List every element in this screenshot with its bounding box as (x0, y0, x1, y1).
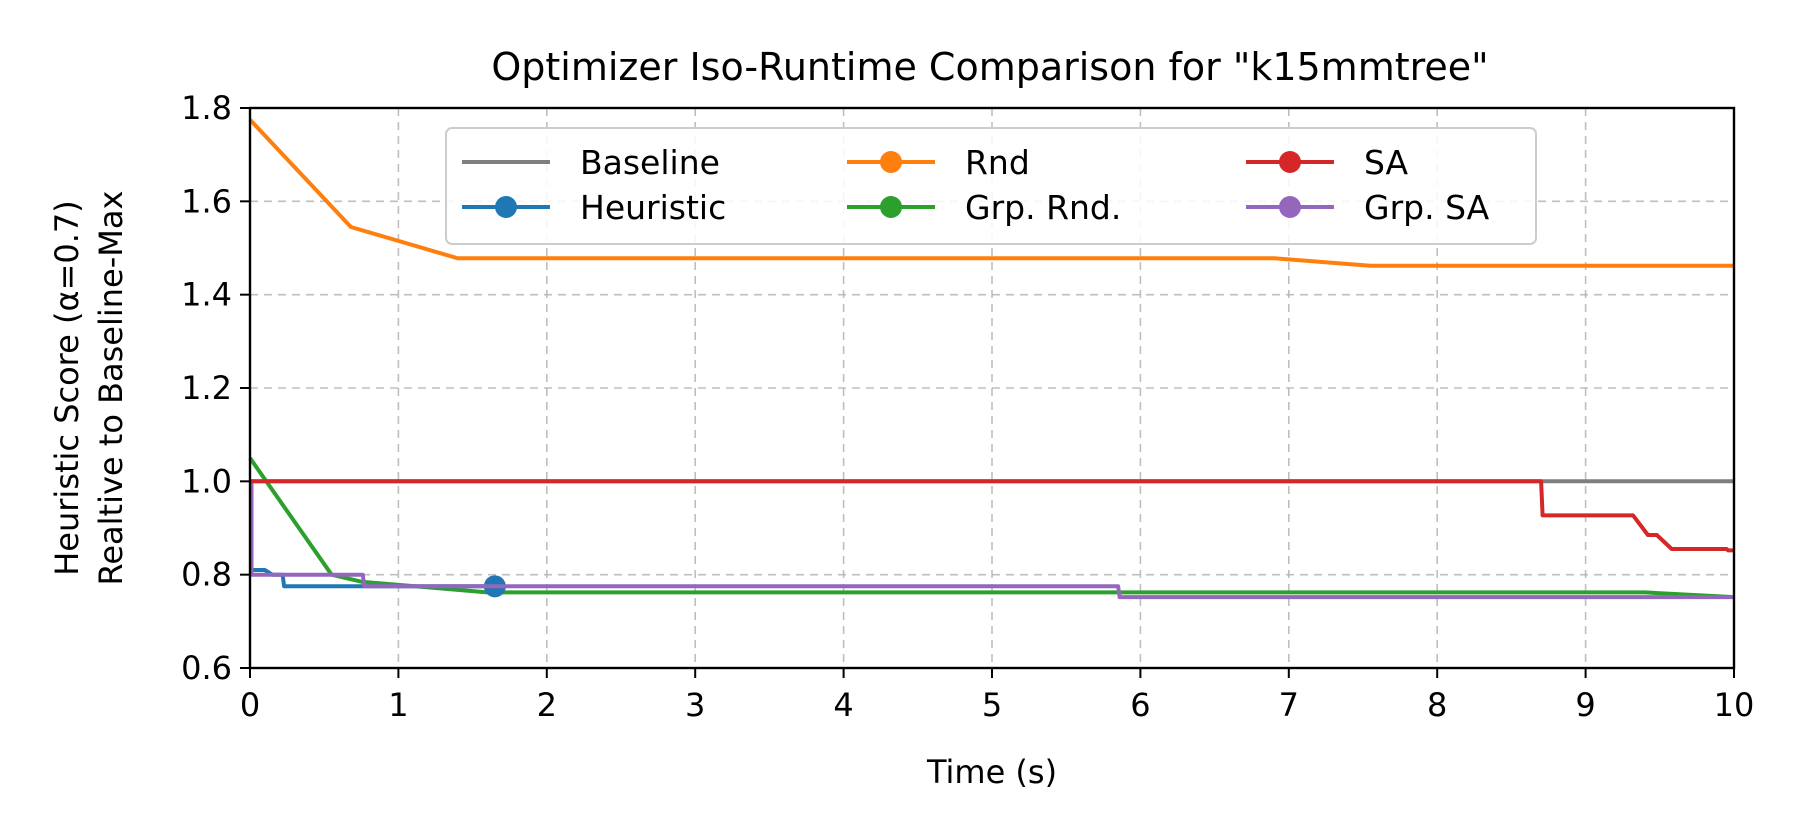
legend-label: Baseline (580, 143, 720, 182)
legend-label: Grp. Rnd. (965, 188, 1121, 227)
y-tick-label: 0.8 (181, 556, 232, 594)
y-tick-label: 1.4 (181, 276, 232, 314)
y-axis-label-line2: Realtive to Baseline-Max (92, 191, 130, 586)
x-tick-label: 3 (685, 686, 705, 724)
x-tick-label: 7 (1279, 686, 1299, 724)
series-line-sa (250, 479, 1734, 553)
x-tick-label: 6 (1130, 686, 1150, 724)
series-group (248, 118, 1735, 600)
x-tick-label: 8 (1427, 686, 1447, 724)
y-tick-label: 1.2 (181, 369, 232, 407)
y-tick-label: 1.6 (181, 182, 232, 220)
legend-item-rnd: Rnd (847, 143, 1030, 182)
legend-item-heuristic: Heuristic (462, 188, 726, 227)
series-line-rnd (248, 118, 1734, 268)
legend-label: Rnd (965, 143, 1030, 182)
y-tick-label: 0.6 (181, 649, 232, 687)
x-axis-label: Time (s) (926, 753, 1057, 791)
y-tick-label: 1.0 (181, 462, 232, 500)
ticks: 0 1 2 3 4 5 6 7 8 9 10 0.6 0.8 1.0 1.2 1.4 1.6 1.8 (181, 89, 1754, 724)
legend-item-grp-sa: Grp. SA (1246, 188, 1490, 227)
legend-item-sa: SA (1246, 143, 1409, 182)
legend-label: SA (1364, 143, 1409, 182)
legend-swatch-marker (880, 151, 902, 173)
legend-item-grp-rnd: Grp. Rnd. (847, 188, 1121, 227)
legend-label: Grp. SA (1364, 188, 1490, 227)
legend-swatch-marker (1279, 196, 1301, 218)
x-tick-label: 2 (537, 686, 557, 724)
legend-label: Heuristic (580, 188, 726, 227)
x-tick-label: 9 (1575, 686, 1595, 724)
x-tick-label: 1 (388, 686, 408, 724)
y-tick-label: 1.8 (181, 89, 232, 127)
legend: Baseline Heuristic Rnd Grp. Rnd. SA Grp. SA (445, 127, 1537, 245)
legend-swatch-marker (495, 196, 517, 218)
legend-swatch-marker (880, 196, 902, 218)
chart-title: Optimizer Iso-Runtime Comparison for "k1… (491, 45, 1488, 89)
x-tick-label: 5 (982, 686, 1002, 724)
y-axis-label-line1: Heuristic Score (α=0.7) (48, 200, 86, 576)
x-tick-label: 10 (1714, 686, 1755, 724)
x-tick-label: 4 (833, 686, 853, 724)
legend-box (445, 127, 1537, 245)
legend-swatch-marker (1279, 151, 1301, 173)
series-line-grp-sa (249, 479, 1734, 600)
legend-item-baseline: Baseline (462, 143, 720, 182)
x-tick-label: 0 (240, 686, 260, 724)
